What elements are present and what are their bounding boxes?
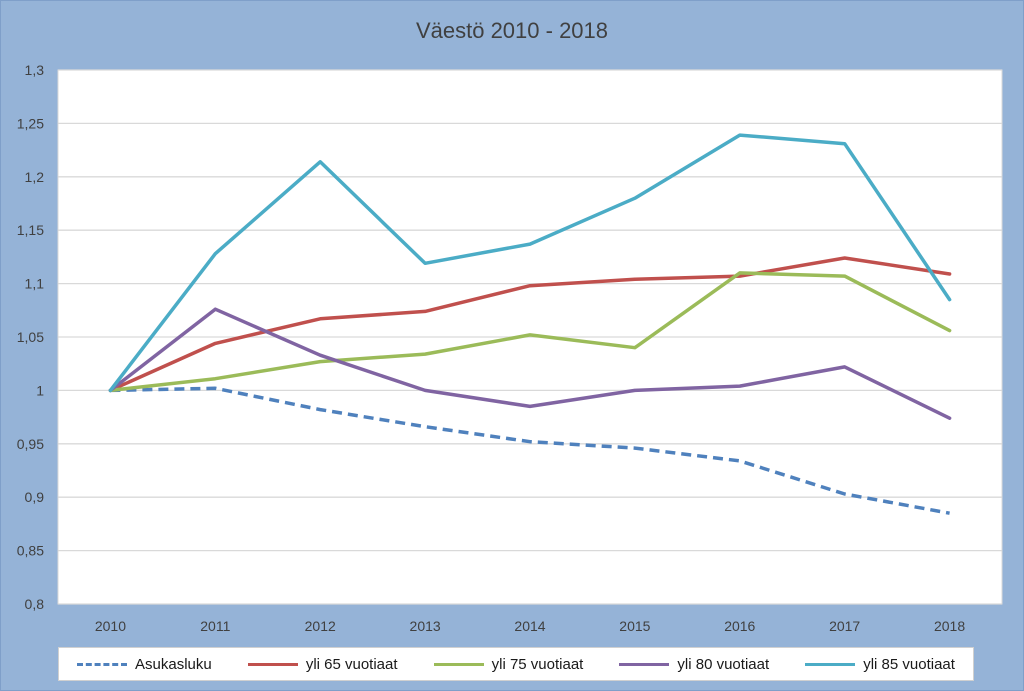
legend-item: yli 65 vuotiaat xyxy=(247,655,398,673)
y-axis-ticks: 0,8 0,85 0,9 0,95 1 1,05 1,1 1,15 1,2 1,25 1,3 xyxy=(17,62,44,612)
series-line-3 xyxy=(108,307,952,420)
legend-label: yli 85 vuotiaat xyxy=(863,655,955,673)
legend-label: yli 80 vuotiaat xyxy=(677,655,770,673)
y-tick-label: 0,9 xyxy=(25,489,45,505)
y-tick-label: 0,95 xyxy=(17,436,44,452)
y-tick-label: 1 xyxy=(36,382,44,398)
legend-swatch xyxy=(77,662,128,666)
legend-label: yli 65 vuotiaat xyxy=(305,655,398,673)
legend-item: yli 80 vuotiaat xyxy=(619,656,769,673)
y-tick-label: 1,05 xyxy=(17,329,44,345)
y-tick-label: 1,1 xyxy=(25,276,45,292)
x-tick-label: 2016 xyxy=(724,618,755,634)
y-tick-label: 0,8 xyxy=(25,596,45,612)
series-line-4 xyxy=(108,133,952,393)
legend-swatch xyxy=(433,662,484,666)
x-axis-ticks: 2010 2011 2012 2013 2014 2015 2016 2017 2018 xyxy=(95,618,965,634)
x-tick-label: 2014 xyxy=(514,618,545,634)
chart-title: Väestö 2010 - 2018 xyxy=(415,18,609,43)
x-tick-label: 2015 xyxy=(619,618,650,634)
legend-item: yli 75 vuotiaat xyxy=(433,655,584,673)
series-line-2 xyxy=(108,271,952,393)
legend-swatch xyxy=(805,662,856,666)
x-tick-label: 2017 xyxy=(829,618,860,634)
x-tick-label: 2012 xyxy=(305,618,336,634)
y-tick-label: 1,3 xyxy=(25,62,45,78)
series-lines xyxy=(108,133,952,515)
legend-swatch xyxy=(619,662,670,666)
y-tick-label: 0,85 xyxy=(17,543,44,559)
y-tick-label: 1,15 xyxy=(17,222,44,238)
legend-swatch xyxy=(247,662,298,666)
x-tick-label: 2013 xyxy=(410,618,441,634)
series-line-0 xyxy=(110,386,950,515)
legend: Asukasluku yli 65 vuotiaat yli 75 vuotiaat… xyxy=(58,647,974,681)
legend-label: yli 75 vuotiaat xyxy=(491,655,584,673)
y-tick-label: 1,2 xyxy=(25,169,45,185)
grid-lines xyxy=(58,69,1002,605)
legend-item: Asukasluku xyxy=(77,656,212,673)
x-tick-label: 2011 xyxy=(200,618,230,634)
series-line-1 xyxy=(108,256,952,393)
x-tick-label: 2010 xyxy=(95,618,126,634)
legend-label: Asukasluku xyxy=(135,655,212,673)
x-tick-label: 2018 xyxy=(934,618,965,634)
y-tick-label: 1,25 xyxy=(17,115,44,131)
legend-item: yli 85 vuotiaat xyxy=(805,656,955,673)
